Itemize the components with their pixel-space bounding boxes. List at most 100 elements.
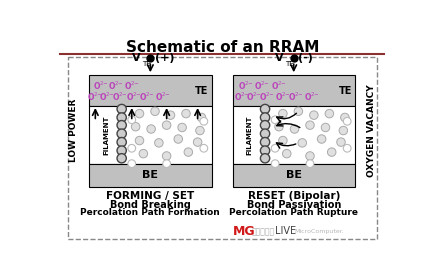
Circle shape bbox=[260, 104, 270, 114]
Circle shape bbox=[298, 139, 306, 147]
Text: O$^{2\mathsf{-}}$: O$^{2\mathsf{-}}$ bbox=[271, 80, 287, 92]
Bar bbox=[233, 164, 355, 187]
Bar bbox=[233, 75, 355, 106]
Circle shape bbox=[117, 129, 126, 138]
Text: MG: MG bbox=[233, 225, 256, 238]
Text: Bond Passivation: Bond Passivation bbox=[247, 200, 341, 210]
Text: O$^{2\mathsf{-}}$: O$^{2\mathsf{-}}$ bbox=[288, 90, 304, 103]
Circle shape bbox=[162, 152, 171, 160]
Circle shape bbox=[117, 113, 126, 122]
Bar bbox=[89, 164, 212, 187]
Text: Schematic of an RRAM: Schematic of an RRAM bbox=[126, 40, 319, 55]
Text: TE: TE bbox=[339, 85, 352, 96]
Circle shape bbox=[341, 113, 349, 122]
Text: O$^{2\mathsf{-}}$: O$^{2\mathsf{-}}$ bbox=[93, 80, 109, 92]
Circle shape bbox=[343, 144, 351, 152]
Bar bbox=[233, 106, 355, 164]
Circle shape bbox=[343, 117, 351, 125]
Text: BE: BE bbox=[286, 170, 302, 180]
Circle shape bbox=[178, 123, 186, 132]
Circle shape bbox=[117, 146, 126, 155]
Circle shape bbox=[117, 138, 126, 147]
Circle shape bbox=[271, 116, 279, 124]
Circle shape bbox=[309, 111, 318, 119]
Circle shape bbox=[283, 149, 291, 158]
Text: TE: TE bbox=[285, 61, 294, 67]
Circle shape bbox=[317, 135, 326, 143]
Circle shape bbox=[337, 138, 345, 146]
Circle shape bbox=[128, 160, 135, 168]
Text: MicroComputer.: MicroComputer. bbox=[295, 229, 344, 234]
Circle shape bbox=[135, 136, 144, 145]
Circle shape bbox=[135, 109, 144, 118]
Text: Percolation Path Rupture: Percolation Path Rupture bbox=[229, 208, 358, 217]
Bar bbox=[89, 106, 212, 164]
Text: FILAMENT: FILAMENT bbox=[103, 115, 109, 155]
Text: FORMING / SET: FORMING / SET bbox=[106, 191, 194, 201]
Text: RESET (Bipolar): RESET (Bipolar) bbox=[247, 191, 340, 201]
Circle shape bbox=[306, 152, 314, 160]
Text: Percolation Path Formation: Percolation Path Formation bbox=[80, 208, 220, 217]
Text: O$^{2\mathsf{-}}$: O$^{2\mathsf{-}}$ bbox=[112, 90, 128, 103]
Circle shape bbox=[128, 144, 135, 152]
Circle shape bbox=[139, 149, 148, 158]
Circle shape bbox=[117, 121, 126, 130]
Circle shape bbox=[151, 107, 159, 115]
Circle shape bbox=[174, 135, 183, 143]
Bar bbox=[89, 75, 212, 106]
Text: O$^{2\mathsf{-}}$: O$^{2\mathsf{-}}$ bbox=[275, 90, 291, 103]
Circle shape bbox=[200, 144, 208, 152]
Text: BE: BE bbox=[142, 170, 158, 180]
Circle shape bbox=[321, 123, 330, 132]
Text: V: V bbox=[275, 53, 284, 63]
Circle shape bbox=[117, 154, 126, 163]
Circle shape bbox=[162, 121, 171, 129]
Text: TE: TE bbox=[195, 85, 208, 96]
Text: O$^{2\mathsf{-}}$: O$^{2\mathsf{-}}$ bbox=[86, 90, 102, 103]
Text: O$^{2\mathsf{-}}$: O$^{2\mathsf{-}}$ bbox=[234, 90, 250, 103]
Circle shape bbox=[271, 144, 279, 152]
Circle shape bbox=[327, 148, 336, 156]
Circle shape bbox=[279, 109, 287, 118]
Circle shape bbox=[200, 117, 208, 125]
Circle shape bbox=[163, 160, 171, 168]
Text: (+): (+) bbox=[155, 53, 174, 63]
Circle shape bbox=[166, 111, 175, 119]
Text: O$^{2\mathsf{-}}$: O$^{2\mathsf{-}}$ bbox=[139, 90, 155, 103]
Circle shape bbox=[325, 109, 334, 118]
Text: V: V bbox=[132, 53, 140, 63]
Circle shape bbox=[147, 125, 155, 133]
Circle shape bbox=[260, 154, 270, 163]
Text: LIVE: LIVE bbox=[275, 226, 296, 236]
Text: O$^{2\mathsf{-}}$: O$^{2\mathsf{-}}$ bbox=[99, 90, 115, 103]
Circle shape bbox=[184, 148, 193, 156]
Text: O$^{2\mathsf{-}}$: O$^{2\mathsf{-}}$ bbox=[238, 80, 254, 92]
Circle shape bbox=[117, 104, 126, 114]
Circle shape bbox=[306, 160, 314, 168]
Circle shape bbox=[279, 136, 287, 145]
Circle shape bbox=[260, 129, 270, 138]
Text: TE: TE bbox=[142, 61, 151, 67]
Text: O$^{2\mathsf{-}}$: O$^{2\mathsf{-}}$ bbox=[126, 90, 142, 103]
Text: FILAMENT: FILAMENT bbox=[247, 115, 253, 155]
Text: LOW POWER: LOW POWER bbox=[69, 99, 78, 162]
Text: O$^{2\mathsf{-}}$: O$^{2\mathsf{-}}$ bbox=[155, 90, 171, 103]
Circle shape bbox=[155, 139, 163, 147]
Circle shape bbox=[271, 160, 279, 168]
Text: O$^{2\mathsf{-}}$: O$^{2\mathsf{-}}$ bbox=[246, 90, 262, 103]
Circle shape bbox=[182, 109, 190, 118]
Circle shape bbox=[132, 123, 140, 131]
Circle shape bbox=[294, 107, 302, 115]
Circle shape bbox=[260, 121, 270, 130]
Circle shape bbox=[306, 121, 314, 129]
Text: O$^{2\mathsf{-}}$: O$^{2\mathsf{-}}$ bbox=[124, 80, 140, 92]
Text: O$^{2\mathsf{-}}$: O$^{2\mathsf{-}}$ bbox=[303, 90, 319, 103]
Text: O$^{2\mathsf{-}}$: O$^{2\mathsf{-}}$ bbox=[254, 80, 270, 92]
Text: 微型计算机: 微型计算机 bbox=[252, 227, 275, 236]
Circle shape bbox=[194, 138, 202, 146]
Text: OXYGEN VACANCY: OXYGEN VACANCY bbox=[367, 84, 376, 177]
Circle shape bbox=[260, 146, 270, 155]
Text: O$^{2\mathsf{-}}$: O$^{2\mathsf{-}}$ bbox=[260, 90, 275, 103]
Text: O$^{2\mathsf{-}}$: O$^{2\mathsf{-}}$ bbox=[108, 80, 124, 92]
Text: Bond Breaking: Bond Breaking bbox=[110, 200, 191, 210]
